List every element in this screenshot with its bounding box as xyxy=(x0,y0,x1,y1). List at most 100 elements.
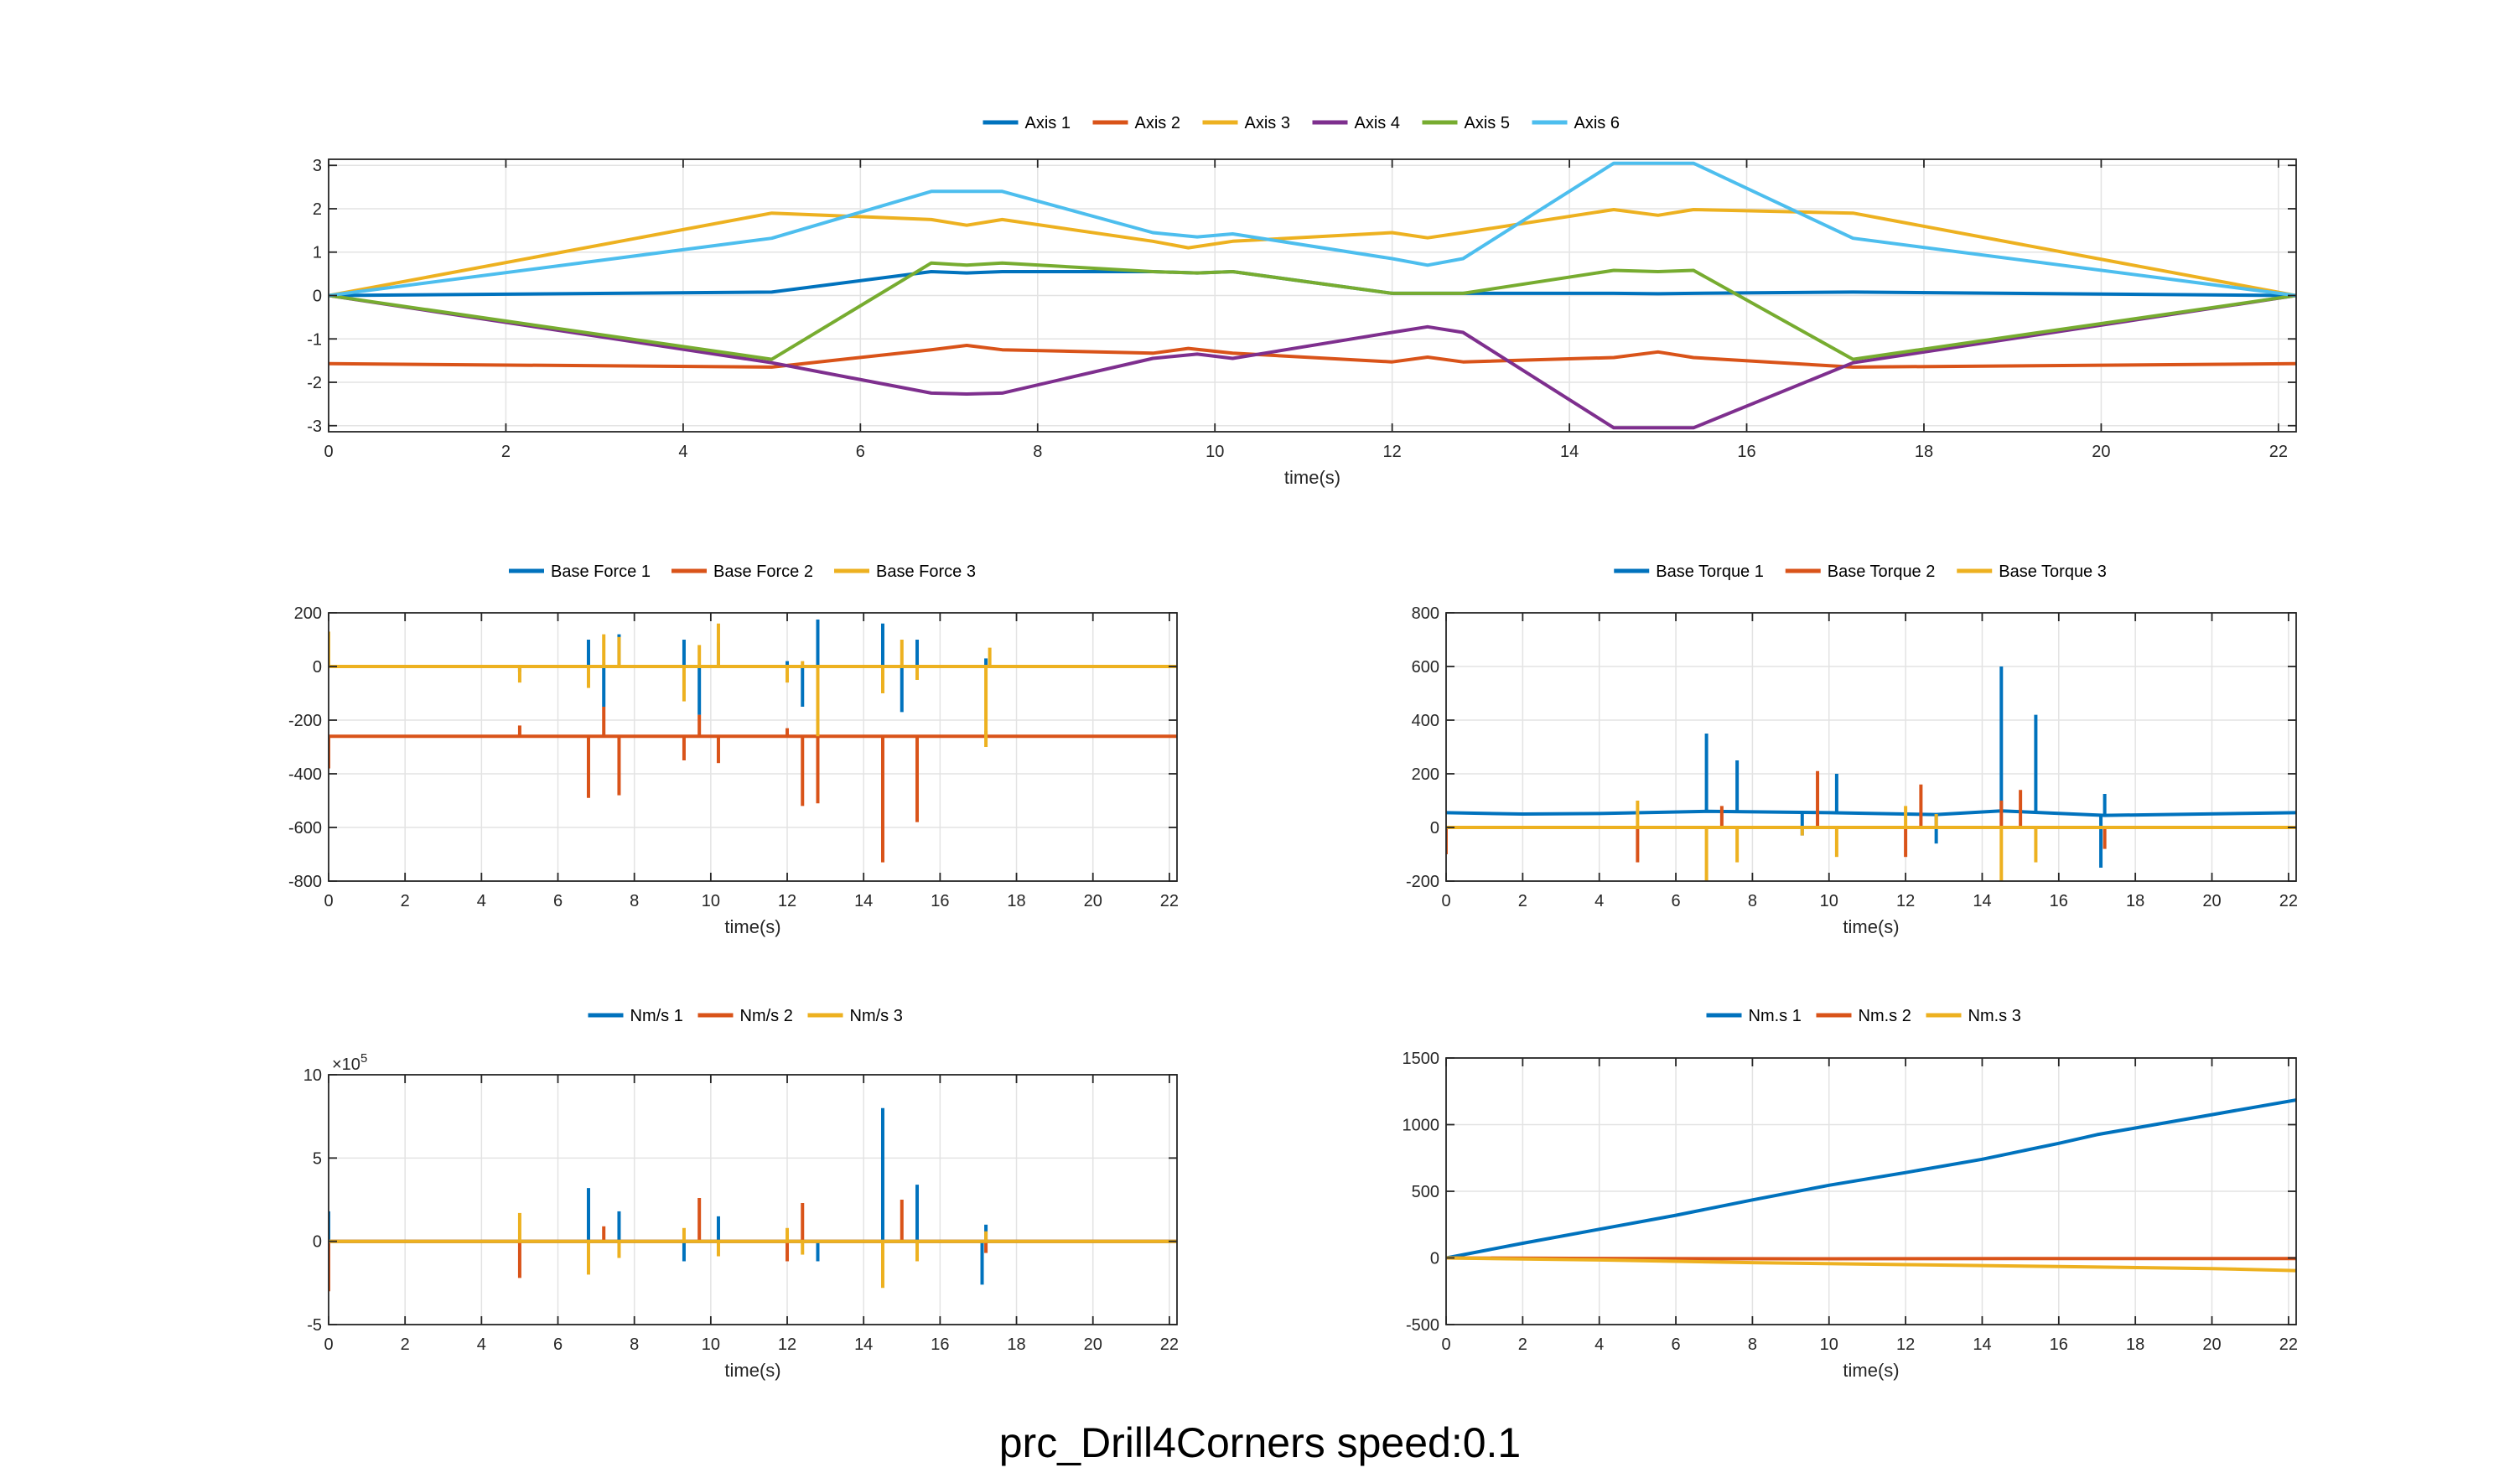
y-tick-label: 1 xyxy=(313,244,322,262)
x-tick-label: 2 xyxy=(501,443,511,461)
y-tick-label: 0 xyxy=(313,658,322,677)
series-axis-4-line xyxy=(329,293,2296,430)
y-tick-label: 2 xyxy=(313,200,322,219)
x-tick-label: 2 xyxy=(401,1335,410,1354)
x-tick-label: 4 xyxy=(1594,1335,1604,1354)
legend-item-base-torque-3-label: Base Torque 3 xyxy=(1999,563,2107,581)
y-tick-label: 3 xyxy=(313,157,322,175)
y-tick-label: -800 xyxy=(288,873,322,891)
legend: Base Torque 1 Base Torque 2 Base Torque 3 xyxy=(1614,563,2107,581)
x-tick-label: 4 xyxy=(1594,892,1604,910)
x-axis-label: time(s) xyxy=(724,1360,780,1381)
axis-multiplier: ×105 xyxy=(332,1051,367,1074)
x-tick-label: 6 xyxy=(553,892,563,910)
legend-item-axis-3-label: Axis 3 xyxy=(1245,114,1290,132)
legend-item-nm-s-1-label: Nm.s 1 xyxy=(1749,1007,1802,1025)
x-tick-label: 10 xyxy=(1820,1335,1838,1354)
plot-area xyxy=(329,613,1177,881)
x-tick-label: 2 xyxy=(1518,1335,1527,1354)
y-tick-label: 200 xyxy=(1412,765,1439,784)
legend-item-axis-6-label: Axis 6 xyxy=(1574,114,1620,132)
legend-item-axis-2-label: Axis 2 xyxy=(1135,114,1180,132)
x-tick-label: 10 xyxy=(702,1335,720,1354)
legend: Nm.s 1 Nm.s 2 Nm.s 3 xyxy=(1706,1007,2021,1025)
legend-item-base-force-3-label: Base Force 3 xyxy=(876,563,976,581)
y-tick-label: 0 xyxy=(1430,819,1439,838)
x-tick-label: 12 xyxy=(1896,892,1915,910)
legend-item-axis-4-label: Axis 4 xyxy=(1355,114,1400,132)
x-tick-label: 22 xyxy=(2269,443,2288,461)
x-tick-label: 12 xyxy=(778,1335,796,1354)
chart-joint-angles: 0 2 4 6 8 10 12 14 16 18 20 22-3-2-10123time(s)Axis… xyxy=(307,114,2297,488)
y-tick-label: -600 xyxy=(288,819,322,838)
chart-base-force: 0 2 4 6 8 10 12 14 16 18 20 22 -800 -600 -400 -200 0 200 t… xyxy=(288,563,1179,937)
page-title: prc_Drill4Corners speed:0.1 xyxy=(998,1419,1522,1466)
x-tick-label: 0 xyxy=(324,443,333,461)
x-tick-label: 10 xyxy=(1820,892,1838,910)
x-tick-label: 14 xyxy=(854,1335,873,1354)
y-tick-label: 0 xyxy=(313,1233,322,1252)
x-tick-label: 18 xyxy=(2126,1335,2144,1354)
x-tick-label: 4 xyxy=(477,1335,486,1354)
chart-nm-per-s: 0 2 4 6 8 10 12 14 16 18 20 22-50510×105time(s)Nm/s… xyxy=(303,1007,1179,1381)
legend-item-nm-s-3-label: Nm/s 3 xyxy=(850,1007,903,1025)
axes-box xyxy=(328,612,1178,882)
y-tick-label: 1500 xyxy=(1403,1050,1440,1068)
y-tick-label: 200 xyxy=(294,604,322,623)
x-tick-label: 16 xyxy=(1737,443,1755,461)
series-group xyxy=(1446,666,2296,881)
y-tick-label: -200 xyxy=(288,712,322,730)
legend-item-axis-1-label: Axis 1 xyxy=(1025,114,1071,132)
x-tick-label: 8 xyxy=(630,892,639,910)
x-tick-label: 12 xyxy=(778,892,796,910)
y-tick-label: 1000 xyxy=(1403,1117,1440,1135)
plot-area xyxy=(329,1075,1177,1325)
legend: Axis 1 Axis 2 Axis 3 Axis 4 Axis 5 Axis 6 xyxy=(983,114,1620,132)
x-tick-label: 0 xyxy=(1441,892,1450,910)
y-tick-label: -200 xyxy=(1406,873,1439,891)
y-tick-label: 0 xyxy=(313,288,322,306)
x-tick-label: 22 xyxy=(2279,892,2298,910)
y-tick-label: 10 xyxy=(303,1066,322,1085)
x-tick-label: 18 xyxy=(2126,892,2144,910)
x-tick-label: 14 xyxy=(854,892,873,910)
legend: Base Force 1 Base Force 2 Base Force 3 xyxy=(509,563,976,581)
x-tick-label: 22 xyxy=(1160,1335,1179,1354)
legend-item-base-force-1-label: Base Force 1 xyxy=(551,563,651,581)
x-tick-label: 20 xyxy=(1084,892,1102,910)
y-tick-label: -500 xyxy=(1406,1316,1439,1335)
y-tick-label: 400 xyxy=(1412,712,1439,730)
x-tick-label: 2 xyxy=(401,892,410,910)
x-tick-label: 8 xyxy=(630,1335,639,1354)
x-tick-label: 4 xyxy=(477,892,486,910)
y-tick-label: 5 xyxy=(313,1149,322,1168)
x-tick-label: 8 xyxy=(1033,443,1042,461)
x-tick-label: 10 xyxy=(1206,443,1224,461)
legend-item-nm-s-1-label: Nm/s 1 xyxy=(630,1007,683,1025)
legend-item-base-force-2-label: Base Force 2 xyxy=(713,563,813,581)
x-tick-label: 0 xyxy=(324,1335,333,1354)
x-axis-label: time(s) xyxy=(1284,467,1340,488)
x-tick-label: 0 xyxy=(324,892,333,910)
x-tick-label: 20 xyxy=(2202,892,2221,910)
y-tick-label: 0 xyxy=(1430,1250,1439,1268)
x-tick-label: 16 xyxy=(931,892,949,910)
series-group xyxy=(1446,1098,2296,1273)
y-tick-label: -5 xyxy=(307,1316,322,1335)
x-tick-label: 8 xyxy=(1748,892,1757,910)
series-group xyxy=(329,620,1177,863)
axis-multiplier-exp: 5 xyxy=(360,1051,367,1066)
legend-item-nm-s-2-label: Nm.s 2 xyxy=(1859,1007,1911,1025)
x-tick-label: 14 xyxy=(1973,1335,1991,1354)
x-tick-label: 20 xyxy=(2202,1335,2221,1354)
series-base-torque-1-line xyxy=(1446,809,2296,817)
x-tick-label: 20 xyxy=(1084,1335,1102,1354)
series-axis-6-line xyxy=(329,161,2296,298)
y-tick-label: 600 xyxy=(1412,658,1439,677)
x-tick-label: 6 xyxy=(1671,892,1680,910)
y-tick-label: -1 xyxy=(307,330,322,349)
x-tick-label: 14 xyxy=(1973,892,1991,910)
legend-item-base-torque-1-label: Base Torque 1 xyxy=(1656,563,1764,581)
x-tick-label: 16 xyxy=(2050,1335,2068,1354)
